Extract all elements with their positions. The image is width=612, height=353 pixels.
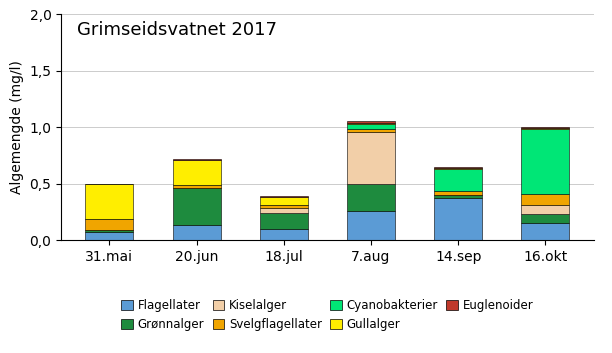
Bar <box>347 184 395 211</box>
Bar <box>260 196 308 197</box>
Bar <box>260 208 308 213</box>
Bar <box>521 129 569 194</box>
Bar <box>435 195 482 198</box>
Bar <box>521 194 569 205</box>
Bar <box>435 167 482 168</box>
Bar <box>347 124 395 129</box>
Bar <box>435 168 482 169</box>
Bar <box>86 230 133 232</box>
Bar <box>521 223 569 240</box>
Bar <box>86 232 133 240</box>
Bar <box>260 205 308 208</box>
Bar <box>435 191 482 195</box>
Bar <box>521 127 569 128</box>
Bar <box>521 205 569 214</box>
Bar <box>260 197 308 205</box>
Bar <box>173 185 220 188</box>
Bar <box>521 214 569 223</box>
Bar <box>260 213 308 229</box>
Bar <box>347 121 395 122</box>
Bar <box>347 129 395 132</box>
Bar <box>86 219 133 230</box>
Bar <box>521 128 569 129</box>
Bar <box>435 198 482 240</box>
Bar <box>347 132 395 184</box>
Bar <box>347 211 395 240</box>
Bar <box>173 159 220 160</box>
Text: Grimseidsvatnet 2017: Grimseidsvatnet 2017 <box>77 21 277 39</box>
Y-axis label: Algemengde (mg/l): Algemengde (mg/l) <box>10 60 24 194</box>
Bar <box>347 122 395 124</box>
Bar <box>173 160 220 185</box>
Bar <box>173 188 220 225</box>
Bar <box>86 184 133 219</box>
Bar <box>260 229 308 240</box>
Bar <box>173 225 220 240</box>
Legend: Flagellater, Grønnalger, Kiselalger, Svelgflagellater, Cyanobakterier, Gullalger: Flagellater, Grønnalger, Kiselalger, Sve… <box>118 296 537 335</box>
Bar <box>435 169 482 191</box>
